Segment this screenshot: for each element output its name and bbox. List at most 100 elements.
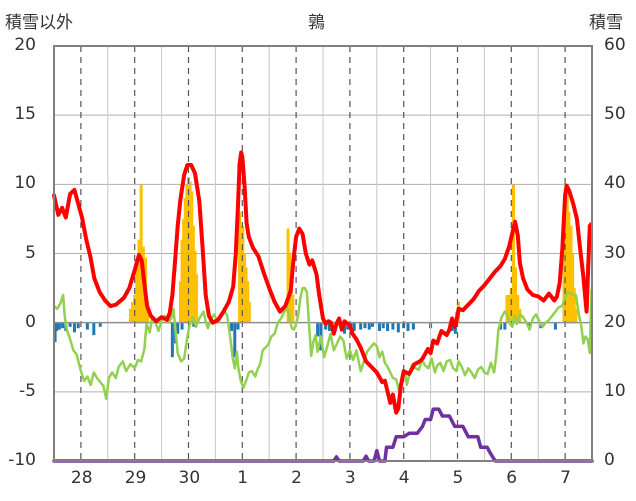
negative-bar <box>316 322 320 337</box>
precipitation-bar <box>193 250 197 323</box>
precipitation-bar <box>238 212 242 323</box>
y-left-tick-label: 0 <box>25 311 36 332</box>
temperature-line <box>52 150 593 415</box>
precipitation-bars <box>128 177 578 323</box>
gridlines <box>54 46 592 461</box>
x-tick-label: 5 <box>452 468 464 488</box>
negative-bar <box>406 322 410 331</box>
precipitation-bar <box>247 301 251 323</box>
negative-bar <box>236 322 240 330</box>
y-right-tick-label: 20 <box>604 311 626 332</box>
negative-value-bars <box>53 322 557 358</box>
series-lines <box>52 150 594 463</box>
negative-bar <box>367 322 371 330</box>
negative-bar <box>377 322 381 331</box>
precipitation-bar <box>286 228 290 323</box>
precipitation-bar <box>180 239 184 323</box>
precipitation-bar <box>562 212 566 323</box>
negative-bar <box>72 322 76 333</box>
negative-bar <box>503 322 507 330</box>
negative-bar <box>230 322 234 331</box>
precipitation-bar <box>572 288 576 323</box>
y-right-tick-label: 40 <box>604 173 626 194</box>
x-tick-label: 4 <box>398 468 410 488</box>
negative-bar <box>85 322 89 330</box>
title: 鶉 <box>308 13 325 33</box>
negative-bar <box>55 322 59 331</box>
y-right-tick-label: 10 <box>604 380 626 401</box>
negative-bar <box>343 322 347 334</box>
precipitation-bar <box>242 253 246 323</box>
negative-bar <box>57 322 61 330</box>
y-right-tick-label: 50 <box>604 104 626 125</box>
precipitation-bar <box>246 281 250 323</box>
precipitation-bar <box>291 295 295 323</box>
negative-bar <box>233 322 237 358</box>
precipitation-bar <box>241 225 245 323</box>
x-tick-label: 29 <box>124 468 147 488</box>
negative-bar <box>370 322 374 327</box>
y-left-tick-label: -10 <box>8 450 36 470</box>
precipitation-bar <box>183 198 187 323</box>
negative-bar <box>176 322 180 334</box>
negative-bar <box>359 322 363 330</box>
precipitation-bar <box>190 191 194 323</box>
snow-depth-line <box>52 407 594 463</box>
y-left-tick-label: 20 <box>14 35 36 55</box>
precipitation-bar <box>182 218 186 323</box>
negative-bar <box>327 322 331 331</box>
negative-bar <box>61 322 65 329</box>
precipitation-bar <box>516 295 520 323</box>
negative-bar <box>396 322 400 333</box>
x-tick-label: 30 <box>178 468 201 488</box>
precipitation-bar <box>178 281 182 323</box>
precipitation-bar <box>574 308 578 323</box>
x-tick-label: 2 <box>291 468 302 488</box>
negative-bar <box>76 322 80 329</box>
negative-bar <box>92 322 96 336</box>
y-left-tick-label: 10 <box>14 173 36 194</box>
precipitation-bar <box>289 281 293 323</box>
precipitation-bar <box>571 253 575 323</box>
y-right-tick-label: 0 <box>604 450 615 470</box>
x-tick-label: 6 <box>506 468 518 488</box>
negative-bar <box>192 322 196 327</box>
precipitation-bar <box>135 267 139 323</box>
y-left-tick-label: -5 <box>19 380 36 401</box>
negative-bar <box>391 322 395 330</box>
precipitation-bar <box>567 212 571 323</box>
precipitation-bar <box>244 267 248 323</box>
negative-bar <box>180 322 184 330</box>
precipitation-bar <box>239 246 243 323</box>
negative-bar <box>386 322 390 331</box>
y-left-tick-label: 15 <box>14 104 36 125</box>
negative-bar <box>352 322 356 331</box>
precipitation-bar <box>133 295 137 323</box>
y-right-tick-label: 60 <box>604 35 626 55</box>
precipitation-bar <box>137 239 141 323</box>
y-left-tick-label: 5 <box>25 242 36 263</box>
negative-bar <box>98 322 102 327</box>
negative-bar <box>381 322 385 329</box>
negative-bar <box>553 322 557 330</box>
precipitation-bar <box>514 267 518 323</box>
x-tick-label: 1 <box>237 468 249 488</box>
x-tick-label: 7 <box>560 468 571 488</box>
precipitation-bar <box>188 181 192 323</box>
negative-bar <box>53 322 57 343</box>
negative-bar <box>324 322 328 330</box>
humidity-scaled-line <box>52 286 593 401</box>
precipitation-bar <box>507 295 511 323</box>
precipitation-bar <box>187 177 190 323</box>
y-left-label: 積雪以外 <box>5 13 73 33</box>
precipitation-bar <box>128 308 132 323</box>
precipitation-bar <box>509 288 513 323</box>
y-right-tick-label: 30 <box>604 242 626 263</box>
negative-bar <box>411 322 415 330</box>
negative-bar <box>170 322 174 358</box>
negative-bar <box>363 322 367 329</box>
precipitation-bar <box>195 274 199 323</box>
negative-bar <box>68 322 72 327</box>
y-right-label: 積雪 <box>589 13 623 33</box>
plot-frame <box>53 45 593 462</box>
